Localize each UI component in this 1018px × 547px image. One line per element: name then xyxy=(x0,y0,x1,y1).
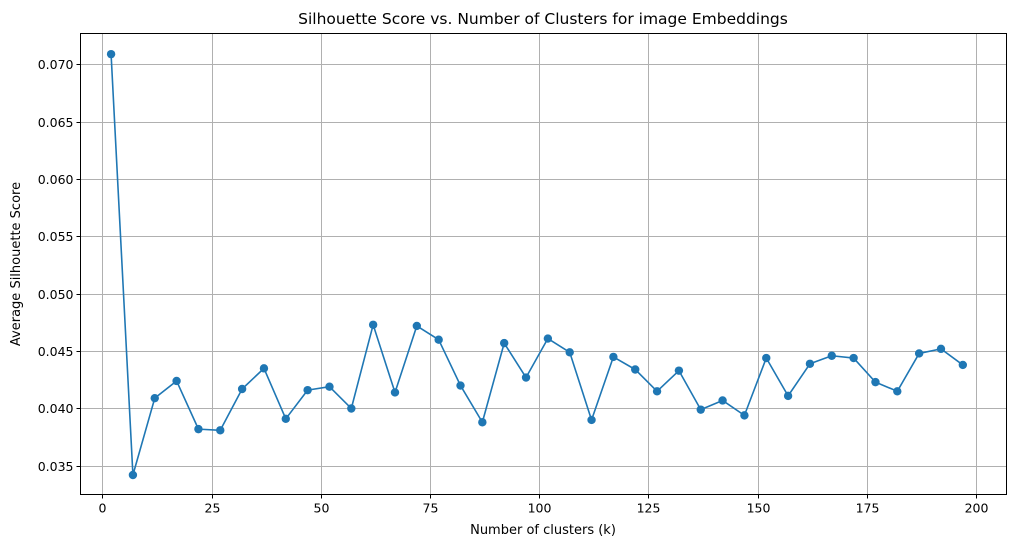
data-point xyxy=(565,348,574,357)
data-point xyxy=(958,360,968,370)
series xyxy=(106,49,968,480)
axes-frame xyxy=(80,33,1007,495)
data-point xyxy=(281,414,290,424)
data-point xyxy=(478,418,487,427)
x-tick-label: 150 xyxy=(747,501,771,516)
y-tick-label: 0.050 xyxy=(38,287,74,302)
data-point xyxy=(456,381,465,390)
data-point xyxy=(412,321,422,331)
data-point xyxy=(543,334,553,343)
data-point xyxy=(521,373,531,382)
x-tick-label: 50 xyxy=(314,501,330,516)
data-point xyxy=(106,49,116,59)
data-point xyxy=(259,364,269,373)
data-point xyxy=(936,344,946,354)
data-point xyxy=(718,396,727,405)
y-tick-label: 0.035 xyxy=(38,459,74,474)
data-point xyxy=(674,366,684,375)
x-tick-label: 0 xyxy=(99,501,107,516)
data-point xyxy=(150,393,159,403)
series-line xyxy=(110,54,964,476)
y-tick-label: 0.070 xyxy=(38,57,74,72)
x-tick-label: 175 xyxy=(856,501,880,516)
data-point xyxy=(303,385,312,395)
data-point xyxy=(325,382,334,391)
ticks: 0 25 50 75 100 125 150 175 200 0.035 0.040 0.045 0.0… xyxy=(38,57,989,516)
data-point xyxy=(609,352,618,362)
y-axis-title: Average Silhouette Score xyxy=(9,182,24,346)
data-point xyxy=(652,387,662,396)
x-tick-label: 25 xyxy=(205,501,221,516)
data-point xyxy=(390,388,400,397)
x-tick-label: 125 xyxy=(637,501,661,516)
data-point xyxy=(347,404,356,413)
data-point xyxy=(237,384,247,394)
data-point xyxy=(434,335,443,344)
data-point xyxy=(805,359,815,368)
data-point xyxy=(499,338,509,348)
data-point xyxy=(914,349,924,358)
data-point xyxy=(216,426,225,435)
data-point xyxy=(368,320,378,329)
data-point xyxy=(587,415,596,425)
data-point xyxy=(827,351,836,360)
grid xyxy=(80,33,1007,495)
data-point xyxy=(696,405,705,414)
data-point xyxy=(631,365,640,374)
data-point xyxy=(871,377,880,387)
data-point xyxy=(740,411,749,420)
data-point xyxy=(194,424,203,434)
y-tick-label: 0.045 xyxy=(38,344,74,359)
data-point xyxy=(849,353,858,363)
y-tick-label: 0.055 xyxy=(38,229,74,244)
data-point xyxy=(128,470,138,480)
data-point xyxy=(762,353,771,363)
data-point xyxy=(172,376,181,386)
y-tick-label: 0.065 xyxy=(38,115,74,130)
x-tick-label: 200 xyxy=(965,501,989,516)
data-point xyxy=(783,391,793,401)
x-tick-label: 75 xyxy=(423,501,439,516)
y-tick-label: 0.060 xyxy=(38,172,74,187)
x-tick-label: 100 xyxy=(528,501,552,516)
x-axis-title: Number of clusters (k) xyxy=(470,523,616,538)
chart-title: Silhouette Score vs. Number of Clusters … xyxy=(298,10,788,28)
y-tick-label: 0.040 xyxy=(38,401,74,416)
data-point xyxy=(893,387,902,396)
